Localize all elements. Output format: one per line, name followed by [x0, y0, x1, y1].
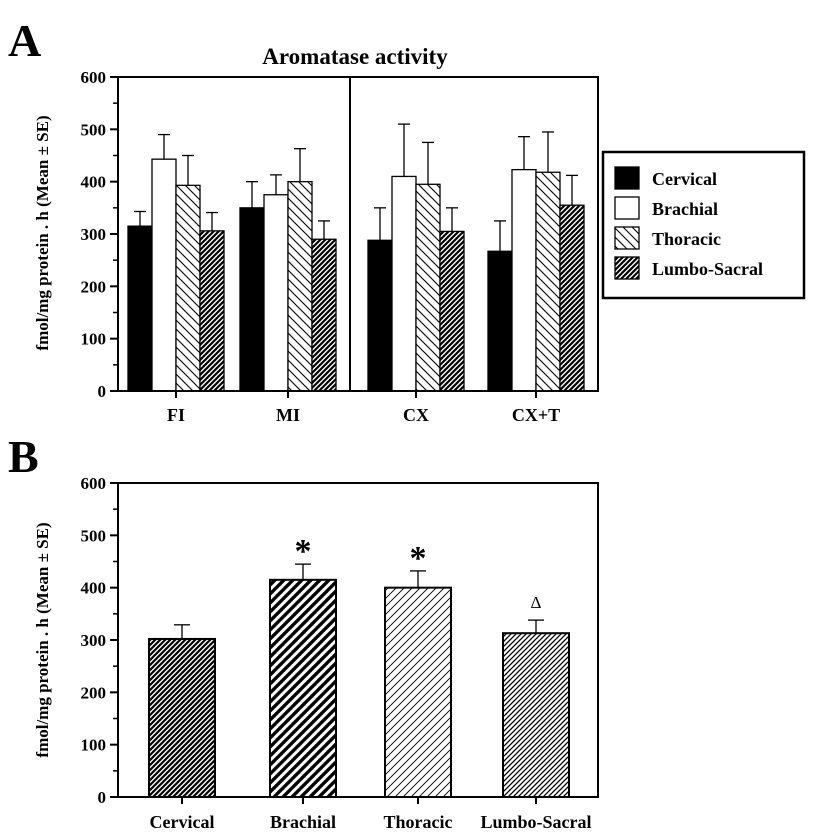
bar-lumbo-sacral	[502, 632, 570, 798]
chart-b-tick-label: 0	[98, 788, 107, 807]
legend-label-brachial: Brachial	[652, 199, 718, 219]
bar-cx-lumbo-sacral	[439, 230, 465, 392]
panel-a-letter: A	[8, 15, 41, 66]
bar-mi-thoracic	[287, 181, 313, 392]
bar-cx-cervical	[367, 239, 393, 392]
legend-label-thoracic: Thoracic	[652, 229, 721, 249]
legend: Cervical Brachial Thoracic Lumbo-Sacral	[601, 150, 806, 300]
chart-b-tick-label: 400	[81, 579, 107, 598]
chart-b-tick-label: 100	[81, 736, 107, 755]
legend-swatch-cervical	[614, 166, 640, 190]
bar-cx-t-thoracic	[535, 171, 561, 392]
legend-label-cervical: Cervical	[652, 169, 717, 189]
chart-b-category-label: Lumbo-Sacral	[480, 812, 591, 832]
legend-label-lumbo-sacral: Lumbo-Sacral	[652, 259, 763, 279]
chart-a-category-label: CX	[403, 405, 429, 425]
chart-b-tick-label: 500	[81, 526, 107, 545]
chart-a-tick-label: 500	[81, 120, 107, 139]
chart-b: fmol/mg protein . h (Mean ± SE) 0 100 200 3…	[33, 474, 599, 832]
significance-delta-lumbo-sacral: Δ	[531, 593, 542, 612]
bar-cx-thoracic	[415, 183, 441, 392]
chart-b-frame	[117, 482, 599, 798]
chart-a-category-label: CX+T	[512, 405, 560, 425]
chart-a-ylabel: fmol/mg protein . h (Mean ± SE)	[33, 115, 52, 350]
panel-b-letter: B	[8, 431, 39, 482]
chart-a-title: Aromatase activity	[262, 44, 448, 69]
chart-a-tick-label: 200	[81, 277, 107, 296]
bar-cx-t-lumbo-sacral	[559, 204, 585, 392]
chart-b-tick-label: 200	[81, 683, 107, 702]
chart-a-tick-label: 0	[98, 382, 107, 401]
significance-star-thoracic: *	[410, 540, 427, 577]
chart-b-x-axis: Cervical Brachial Thoracic Lumbo-Sacral	[150, 797, 592, 832]
chart-a-bars	[127, 123, 585, 392]
bar-fi-thoracic	[175, 184, 201, 392]
chart-b-category-label: Thoracic	[384, 812, 453, 832]
bar-cervical	[148, 637, 216, 798]
chart-a-y-axis: 0 100 200 300 400 500 600	[81, 68, 118, 401]
legend-swatch-lumbo-sacral	[614, 256, 640, 280]
legend-swatch-thoracic	[614, 226, 640, 250]
bar-cx-brachial	[391, 175, 417, 392]
bar-mi-brachial	[263, 194, 289, 392]
chart-a: Aromatase activity fmol/mg protein . h (…	[33, 44, 599, 425]
significance-star-brachial: *	[295, 533, 312, 570]
bar-fi-brachial	[151, 158, 177, 392]
bar-cx-t-brachial	[511, 168, 537, 392]
chart-a-x-axis: FI MI CX CX+T	[167, 391, 560, 425]
chart-a-tick-label: 400	[81, 173, 107, 192]
chart-b-category-label: Brachial	[270, 812, 336, 832]
chart-b-bars: * * Δ	[148, 533, 570, 799]
bar-fi-lumbo-sacral	[199, 230, 225, 392]
chart-a-tick-label: 100	[81, 330, 107, 349]
bar-fi-cervical	[127, 225, 153, 392]
chart-b-category-label: Cervical	[150, 812, 215, 832]
chart-a-tick-label: 300	[81, 225, 107, 244]
chart-b-y-axis: 0 100 200 300 400 500 600	[81, 474, 118, 807]
bar-cx-t-cervical	[487, 250, 513, 392]
chart-a-tick-label: 600	[81, 68, 107, 87]
chart-a-category-label: MI	[276, 405, 300, 425]
chart-a-frame	[117, 76, 599, 392]
chart-b-ylabel: fmol/mg protein . h (Mean ± SE)	[33, 522, 52, 757]
bar-mi-cervical	[239, 207, 265, 392]
chart-a-category-label: FI	[167, 405, 185, 425]
bar-mi-lumbo-sacral	[311, 238, 337, 392]
chart-b-tick-label: 300	[81, 631, 107, 650]
legend-swatch-brachial	[614, 196, 640, 220]
bar-thoracic	[384, 586, 452, 799]
chart-b-tick-label: 600	[81, 474, 107, 493]
bar-brachial	[269, 578, 337, 798]
